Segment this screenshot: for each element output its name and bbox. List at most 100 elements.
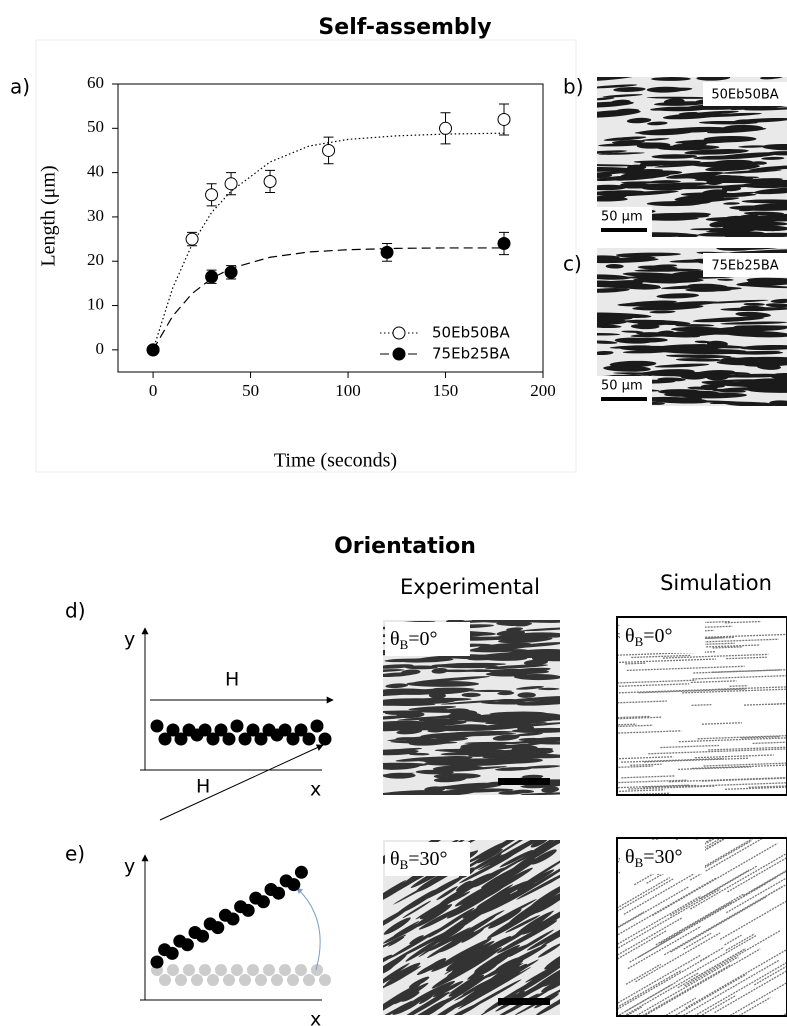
- streak: [480, 701, 531, 705]
- chain: [630, 763, 662, 766]
- streak: [497, 840, 560, 863]
- streak: [460, 742, 503, 748]
- angle: =0°: [408, 628, 437, 650]
- streak: [513, 673, 560, 681]
- streak: [747, 279, 775, 286]
- chain: [627, 925, 702, 970]
- streak: [622, 272, 690, 279]
- chain: [683, 994, 737, 1015]
- x-tick-label: 100: [335, 381, 361, 400]
- chain: [770, 702, 787, 705]
- streak: [597, 288, 630, 293]
- streak: [424, 786, 446, 792]
- chain: [727, 844, 787, 893]
- streak: [487, 840, 530, 855]
- panel-label: d): [65, 599, 86, 623]
- particle: [302, 732, 316, 746]
- point: [205, 188, 219, 202]
- streak: [383, 983, 421, 1015]
- chain: [662, 653, 769, 659]
- particle: [254, 732, 268, 746]
- streak: [711, 388, 746, 393]
- streak: [488, 909, 522, 929]
- field-label: H: [196, 776, 210, 798]
- chain: [655, 893, 744, 946]
- label-box: [620, 619, 705, 653]
- scale-bar: [601, 228, 647, 232]
- chain: [625, 984, 672, 1012]
- legend-marker: [392, 347, 406, 361]
- chain: [617, 651, 716, 657]
- streak: [662, 113, 721, 120]
- chain: [617, 716, 662, 721]
- streak: [447, 766, 508, 772]
- streak: [760, 77, 784, 80]
- streak: [629, 300, 677, 305]
- label-box: [703, 82, 787, 106]
- streak: [687, 371, 751, 375]
- diagrams: d) y x He) y x H: [65, 599, 334, 1026]
- chain: [621, 1006, 643, 1015]
- streak: [453, 895, 507, 927]
- streak: [495, 722, 560, 729]
- point: [439, 121, 453, 135]
- particle: [166, 723, 180, 737]
- chain: [617, 954, 701, 1015]
- streak: [512, 789, 535, 794]
- chain: [721, 970, 787, 1015]
- streak: [597, 175, 635, 182]
- streak: [443, 662, 507, 666]
- streak: [738, 145, 767, 148]
- chain: [712, 646, 742, 649]
- streak: [717, 278, 734, 281]
- ghost-particle: [215, 964, 227, 976]
- streak: [522, 921, 545, 935]
- point: [380, 245, 394, 259]
- streak: [448, 974, 485, 997]
- chain: [725, 933, 755, 952]
- particle: [241, 903, 255, 917]
- streak: [767, 151, 787, 156]
- chain: [668, 776, 787, 783]
- streak: [613, 174, 664, 181]
- y-tick-label: 0: [96, 339, 105, 358]
- streak: [597, 77, 640, 82]
- sim-frame: [616, 837, 787, 1017]
- streak: [511, 622, 530, 627]
- chain: [621, 757, 724, 763]
- particle: [196, 929, 210, 943]
- particle: [230, 719, 244, 733]
- particle: [278, 723, 292, 737]
- chain: [699, 946, 725, 962]
- streak: [649, 310, 676, 314]
- rotation-arrow: [296, 887, 321, 971]
- streak: [395, 737, 417, 740]
- streak: [384, 962, 421, 987]
- particle: [150, 955, 164, 969]
- chain: [741, 735, 781, 739]
- streak: [722, 223, 753, 230]
- streak: [492, 734, 520, 741]
- chain: [633, 956, 739, 1015]
- streak: [407, 710, 466, 713]
- chain: [617, 679, 696, 684]
- streak: [505, 915, 540, 933]
- streak: [383, 1000, 413, 1015]
- streak: [421, 876, 464, 901]
- streak: [597, 279, 652, 286]
- streak: [631, 170, 683, 176]
- streak: [597, 318, 628, 325]
- streak: [405, 934, 447, 962]
- scale-bar: [601, 397, 647, 401]
- legend-label: 50Eb50BA: [432, 324, 510, 342]
- chain: [752, 740, 787, 745]
- ghost-particle: [295, 964, 307, 976]
- streak: [465, 752, 489, 756]
- streak: [597, 332, 621, 336]
- streak: [427, 932, 471, 959]
- streak: [664, 390, 719, 397]
- streak: [471, 620, 538, 623]
- chain: [645, 948, 761, 1015]
- streak: [535, 887, 560, 909]
